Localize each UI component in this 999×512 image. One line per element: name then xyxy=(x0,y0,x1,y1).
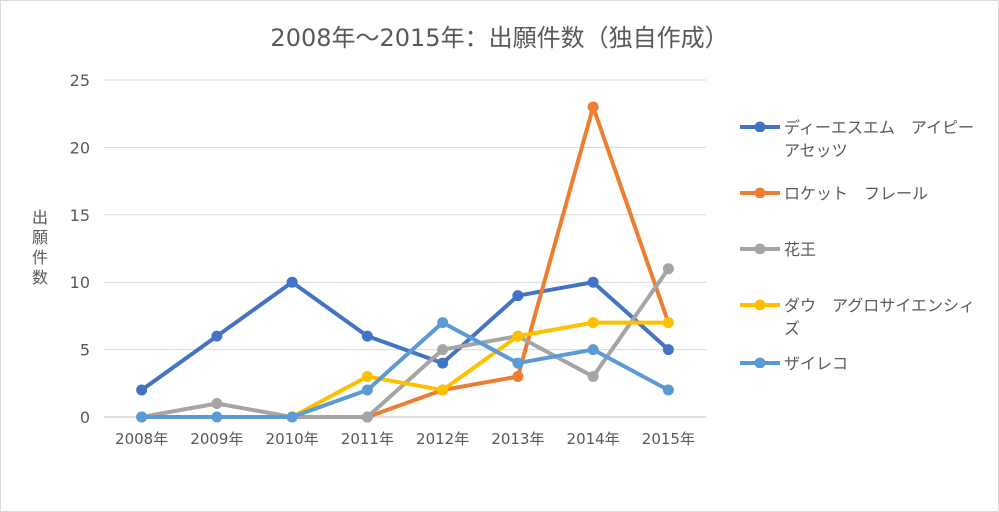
y-axis-label: 出願件数 xyxy=(30,208,50,288)
series-5 xyxy=(136,317,674,423)
legend-label: ロケット フレール xyxy=(784,184,929,203)
y-axis-label-text: 出願件数 xyxy=(30,208,50,288)
legend-swatch xyxy=(740,187,780,198)
y-tick-label: 5 xyxy=(80,341,90,360)
data-point xyxy=(361,384,373,396)
data-point xyxy=(211,330,223,342)
x-tick-labels: 2008年 2009年 2010年 2011年 2012年 2013年 2014年 2015年 xyxy=(115,430,695,448)
chart-title: 2008年～2015年：出願件数（独自作成） xyxy=(270,24,729,52)
y-axis-label-char: 数 xyxy=(31,268,48,287)
data-point xyxy=(662,384,674,396)
data-point xyxy=(512,357,524,369)
y-tick-label: 0 xyxy=(80,408,90,427)
y-tick-label: 25 xyxy=(70,71,90,90)
data-point xyxy=(286,411,298,423)
legend-label: ザイレコ xyxy=(784,354,849,373)
y-tick-label: 15 xyxy=(70,206,90,225)
data-point xyxy=(361,330,373,342)
x-tick-label: 2008年 xyxy=(115,430,168,448)
x-tick-label: 2009年 xyxy=(190,430,243,448)
data-point xyxy=(662,344,674,356)
legend-marker xyxy=(754,243,766,254)
data-point xyxy=(662,263,674,275)
data-point xyxy=(587,317,599,329)
y-tick-label: 20 xyxy=(70,138,90,157)
y-tick-label: 10 xyxy=(70,273,90,292)
series-2 xyxy=(361,101,674,423)
x-tick-label: 2014年 xyxy=(567,430,620,448)
y-tick-labels: 0 5 10 15 20 25 xyxy=(70,71,90,427)
x-tick-label: 2012年 xyxy=(416,430,469,448)
legend-item: ディーエスエム アイピー アセッツ xyxy=(738,112,991,162)
x-tick-label: 2011年 xyxy=(341,430,394,448)
legend-swatch xyxy=(740,121,780,132)
legend-marker xyxy=(754,357,766,368)
legend-marker xyxy=(754,299,766,310)
data-point xyxy=(437,344,449,356)
data-point xyxy=(437,317,449,329)
data-point xyxy=(437,384,449,396)
data-point xyxy=(587,371,599,383)
data-point xyxy=(136,384,148,396)
legend-swatch xyxy=(740,299,780,310)
data-point xyxy=(512,290,524,302)
gridlines xyxy=(104,79,706,418)
series-line xyxy=(365,104,671,419)
series-4 xyxy=(286,317,674,423)
series-line xyxy=(139,266,671,419)
legend-swatch xyxy=(740,243,780,254)
y-axis-label-char: 願 xyxy=(31,228,48,247)
data-point xyxy=(512,330,524,342)
data-point xyxy=(211,411,223,423)
data-point xyxy=(286,276,298,288)
data-point xyxy=(512,371,524,383)
legend-marker xyxy=(754,187,766,198)
legend-label: ダウ アグロサイエンシィズ xyxy=(784,296,976,338)
legend-marker xyxy=(754,121,766,132)
y-axis-label-char: 件 xyxy=(31,248,48,267)
legend-swatch xyxy=(740,357,780,368)
series-group xyxy=(136,101,674,423)
legend-label: 花王 xyxy=(784,240,817,259)
x-tick-label: 2013年 xyxy=(491,430,544,448)
data-point xyxy=(587,276,599,288)
legend-item: 花王 xyxy=(738,234,988,284)
series-line xyxy=(139,320,671,419)
data-point xyxy=(211,398,223,410)
x-tick-label: 2015年 xyxy=(642,430,695,448)
data-point xyxy=(361,371,373,383)
data-point xyxy=(587,344,599,356)
data-point xyxy=(136,411,148,423)
legend-label: ディーエスエム アイピー アセッツ xyxy=(784,118,991,160)
series-1 xyxy=(136,276,674,396)
data-point xyxy=(437,357,449,369)
x-tick-label: 2010年 xyxy=(266,430,319,448)
data-point xyxy=(662,317,674,329)
data-point xyxy=(587,101,599,113)
data-point xyxy=(361,411,373,423)
series-line xyxy=(139,280,671,393)
legend-item: ザイレコ xyxy=(738,348,988,398)
legend-item: ダウ アグロサイエンシィズ xyxy=(738,290,988,340)
y-axis-label-char: 出 xyxy=(31,208,48,227)
legend-item: ロケット フレール xyxy=(738,178,988,228)
series-line xyxy=(290,320,671,419)
